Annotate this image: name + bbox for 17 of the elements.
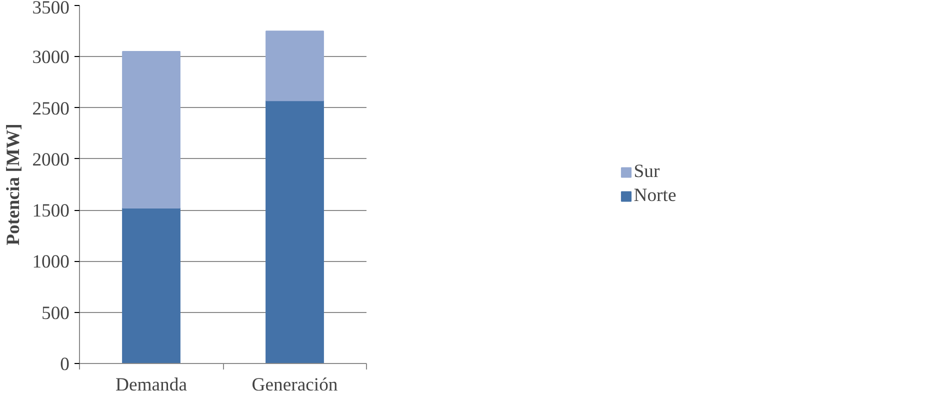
y-tick-label: 1500 [32,200,70,222]
y-tick-label: 2000 [32,149,70,170]
x-tick-label: Demanda [116,374,188,396]
bar [122,208,180,364]
y-axis-title: Potencia [MW] [3,124,24,246]
legend-label: Norte [634,185,676,207]
y-tick-label: 2500 [32,98,70,120]
y-tick-label: 3500 [32,0,70,18]
y-tick-label: 1000 [32,252,70,273]
y-tick-label: 500 [42,302,70,324]
legend-label: Sur [634,161,660,183]
bar [122,51,180,209]
bar [266,30,324,102]
y-tick-label: 3000 [32,47,70,68]
bar [266,100,324,364]
y-tick-label: 0 [60,354,70,375]
x-tick-label: Generación [252,374,338,396]
